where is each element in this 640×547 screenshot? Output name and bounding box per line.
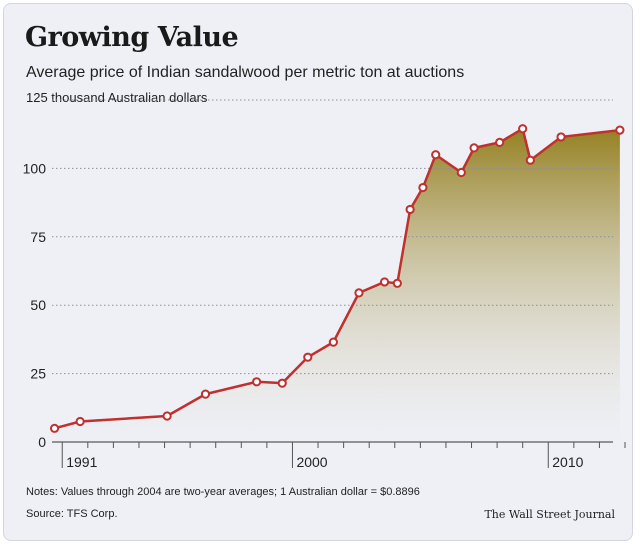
data-point	[615, 125, 625, 135]
data-point	[418, 182, 428, 193]
data-point	[49, 423, 60, 433]
data-point	[456, 167, 466, 178]
data-point	[495, 137, 505, 148]
data-point	[162, 411, 172, 421]
data-point	[379, 277, 390, 287]
data-point	[556, 132, 566, 142]
data-point	[392, 278, 402, 288]
data-point	[354, 288, 364, 298]
area-fill	[54, 128, 620, 442]
data-point	[518, 124, 528, 134]
y-tick-label: 100	[23, 160, 47, 176]
publisher-credit: The Wall Street Journal	[484, 508, 615, 521]
data-point	[328, 337, 338, 347]
data-point	[75, 416, 85, 427]
chart-title: Growing Value	[25, 22, 239, 53]
y-tick-label: 75	[30, 229, 46, 245]
x-tick-label: 2010	[552, 454, 583, 470]
data-point	[525, 155, 535, 165]
chart-source: Source: TFS Corp.	[26, 508, 118, 520]
x-tick-label: 1991	[66, 454, 97, 470]
x-tick-label: 2000	[296, 454, 327, 470]
data-point	[200, 389, 211, 399]
data-point	[431, 150, 441, 160]
chart-subtitle: Average price of Indian sandalwood per m…	[26, 64, 465, 81]
y-tick-label: 50	[30, 297, 46, 313]
chart-notes: Notes: Values through 2004 are two-year …	[26, 486, 420, 498]
data-point	[405, 204, 415, 215]
data-point	[469, 143, 479, 153]
data-point	[252, 377, 262, 387]
y-tick-label: 0	[38, 434, 46, 450]
data-point	[303, 352, 313, 362]
y-axis-label: 125 thousand Australian dollars	[26, 90, 208, 105]
y-tick-label: 25	[30, 366, 46, 382]
data-point	[277, 378, 287, 388]
